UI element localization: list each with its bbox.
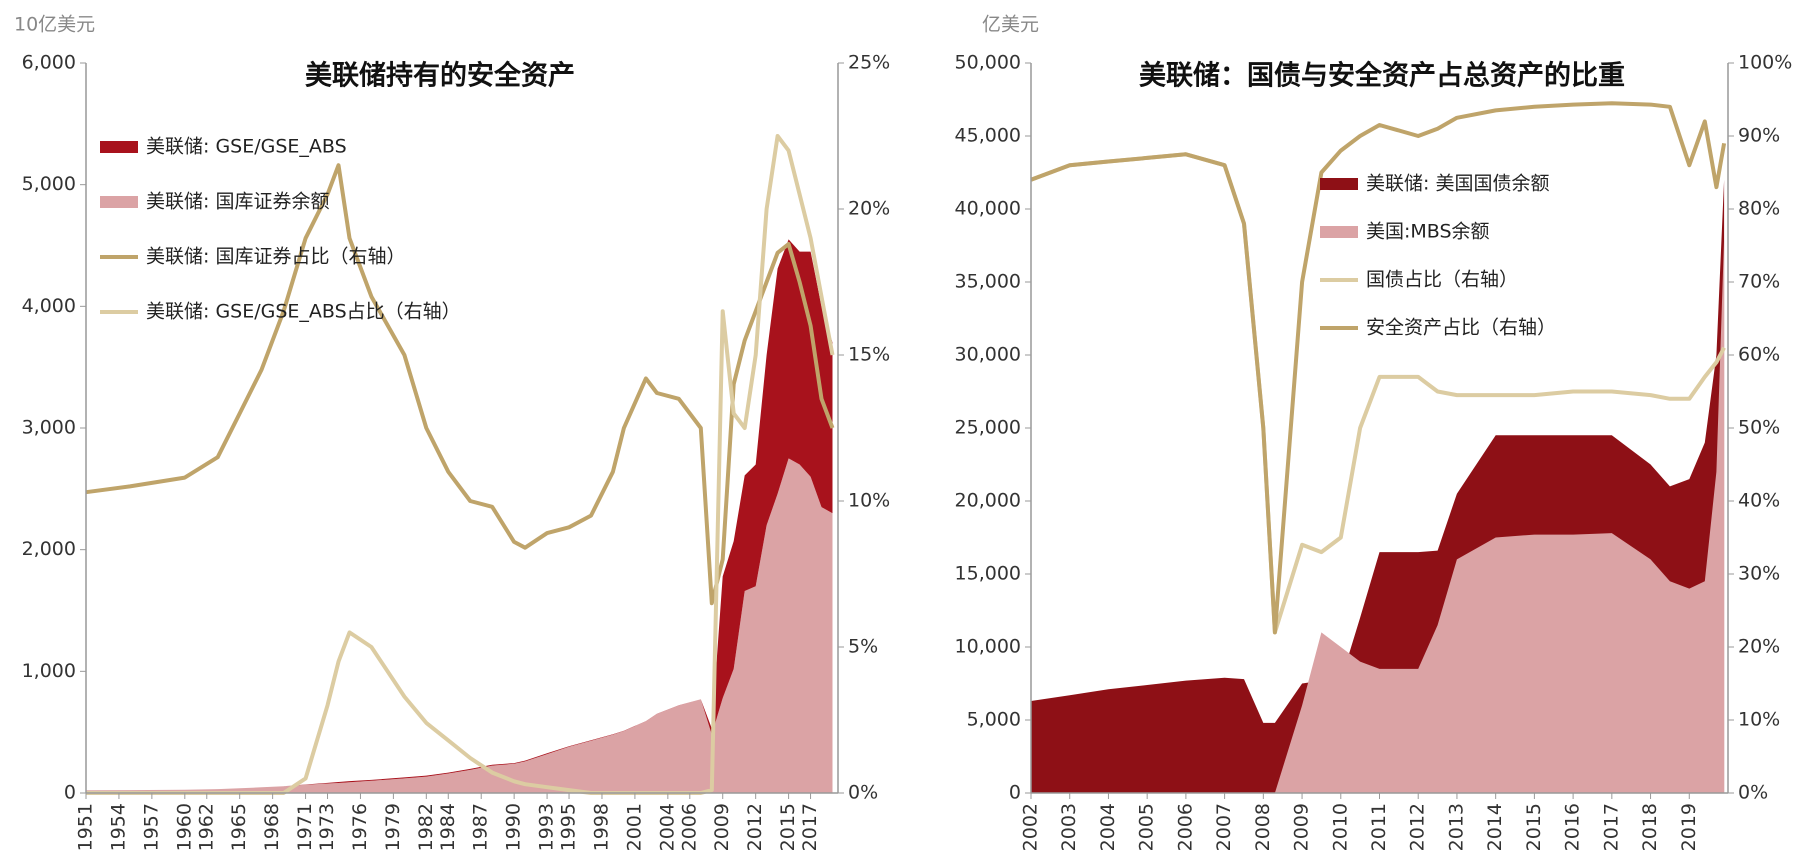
y-tick-label: 1,000 (22, 660, 76, 682)
x-tick-label: 1987 (470, 803, 492, 851)
x-tick-label: 2005 (1136, 803, 1158, 851)
y-tick-label: 6,000 (22, 52, 76, 74)
x-tick-label: 1968 (261, 803, 283, 851)
x-tick-label: 2009 (1291, 803, 1313, 851)
x-tick-label: 2007 (1213, 803, 1235, 851)
legend-swatch (1320, 178, 1358, 190)
x-tick-label: 2012 (1407, 803, 1429, 851)
x-tick-label: 1990 (503, 803, 525, 851)
area (86, 458, 833, 793)
x-tick-label: 2010 (1329, 803, 1351, 851)
legend-label: 安全资产占比（右轴） (1366, 317, 1556, 339)
legend-label: 美联储: 国库证券占比（右轴） (146, 246, 405, 268)
x-tick-label: 1995 (558, 803, 580, 851)
y2-tick-label: 20% (848, 198, 890, 220)
x-tick-label: 1951 (75, 803, 97, 851)
x-tick-label: 2017 (1600, 803, 1622, 851)
x-tick-label: 2019 (1678, 803, 1700, 851)
x-tick-label: 1979 (382, 803, 404, 851)
y-tick-label: 30,000 (955, 344, 1021, 366)
line (86, 134, 835, 795)
y-tick-label: 3,000 (22, 417, 76, 439)
y2-tick-label: 90% (1738, 125, 1780, 147)
y-tick-label: 20,000 (955, 490, 1021, 512)
y2-tick-label: 5% (848, 636, 878, 658)
y2-tick-label: 0% (848, 782, 878, 804)
y2-tick-label: 10% (848, 490, 890, 512)
legend-swatch (1320, 226, 1358, 238)
legend-label: 美联储: 美国国债余额 (1366, 173, 1549, 195)
x-tick-label: 2013 (1445, 803, 1467, 851)
legend-label: 美国:MBS余额 (1366, 221, 1490, 243)
y-tick-label: 2,000 (22, 538, 76, 560)
x-tick-label: 2015 (1523, 803, 1545, 851)
x-tick-label: 1982 (415, 803, 437, 851)
x-tick-label: 1954 (107, 803, 129, 851)
x-tick-label: 2002 (1020, 803, 1042, 851)
unit-label: 亿美元 (982, 14, 1039, 36)
legend-swatch (100, 196, 138, 208)
x-tick-label: 1962 (195, 803, 217, 851)
y-tick-label: 35,000 (955, 271, 1021, 293)
chart-title: 美联储：国债与安全资产占总资产的比重 (1139, 60, 1625, 92)
y2-tick-label: 15% (848, 344, 890, 366)
y-tick-label: 5,000 (967, 709, 1021, 731)
chart-title: 美联储持有的安全资产 (305, 60, 575, 92)
x-tick-label: 2011 (1368, 803, 1390, 851)
y2-tick-label: 80% (1738, 198, 1780, 220)
y-tick-label: 15,000 (955, 563, 1021, 585)
x-tick-label: 2001 (623, 803, 645, 851)
y-tick-label: 10,000 (955, 636, 1021, 658)
y2-tick-label: 0% (1738, 782, 1768, 804)
x-tick-label: 2009 (711, 803, 733, 851)
y-tick-label: 0 (64, 782, 76, 804)
x-tick-label: 1993 (536, 803, 558, 851)
area (1031, 238, 1725, 793)
y2-tick-label: 25% (848, 52, 890, 74)
y2-tick-label: 30% (1738, 563, 1780, 585)
x-tick-label: 2016 (1562, 803, 1584, 851)
x-tick-label: 1960 (173, 803, 195, 851)
y-tick-label: 4,000 (22, 295, 76, 317)
x-tick-label: 2004 (656, 803, 678, 851)
y-tick-label: 0 (1009, 782, 1021, 804)
y2-tick-label: 10% (1738, 709, 1780, 731)
y2-tick-label: 60% (1738, 344, 1780, 366)
y-tick-label: 50,000 (955, 52, 1021, 74)
y2-tick-label: 20% (1738, 636, 1780, 658)
x-tick-label: 2014 (1484, 803, 1506, 851)
x-tick-label: 1998 (590, 803, 612, 851)
x-tick-label: 2003 (1058, 803, 1080, 851)
x-tick-label: 2006 (1174, 803, 1196, 851)
y-tick-label: 25,000 (955, 417, 1021, 439)
x-tick-label: 2012 (744, 803, 766, 851)
y2-tick-label: 40% (1738, 490, 1780, 512)
x-tick-label: 1965 (228, 803, 250, 851)
y2-tick-label: 100% (1738, 52, 1792, 74)
y2-tick-label: 50% (1738, 417, 1780, 439)
x-tick-label: 2018 (1639, 803, 1661, 851)
legend-label: 美联储: GSE/GSE_ABS (146, 136, 347, 158)
legend-label: 美联储: GSE/GSE_ABS占比（右轴） (146, 301, 461, 323)
x-tick-label: 1984 (437, 803, 459, 851)
line (1030, 101, 1727, 635)
y-tick-label: 40,000 (955, 198, 1021, 220)
x-tick-label: 2017 (799, 803, 821, 851)
x-tick-label: 2004 (1097, 803, 1119, 851)
x-tick-label: 1976 (349, 803, 371, 851)
y2-tick-label: 70% (1738, 271, 1780, 293)
y-tick-label: 45,000 (955, 125, 1021, 147)
legend-label: 美联储: 国库证券余额 (146, 191, 329, 213)
x-tick-label: 1973 (316, 803, 338, 851)
legend-swatch (100, 141, 138, 153)
legend-label: 国债占比（右轴） (1366, 269, 1518, 291)
x-tick-label: 2008 (1252, 803, 1274, 851)
y-tick-label: 5,000 (22, 173, 76, 195)
unit-label: 10亿美元 (14, 14, 95, 36)
x-tick-label: 1957 (140, 803, 162, 851)
x-tick-label: 2015 (777, 803, 799, 851)
x-tick-label: 1971 (294, 803, 316, 851)
x-tick-label: 2006 (678, 803, 700, 851)
